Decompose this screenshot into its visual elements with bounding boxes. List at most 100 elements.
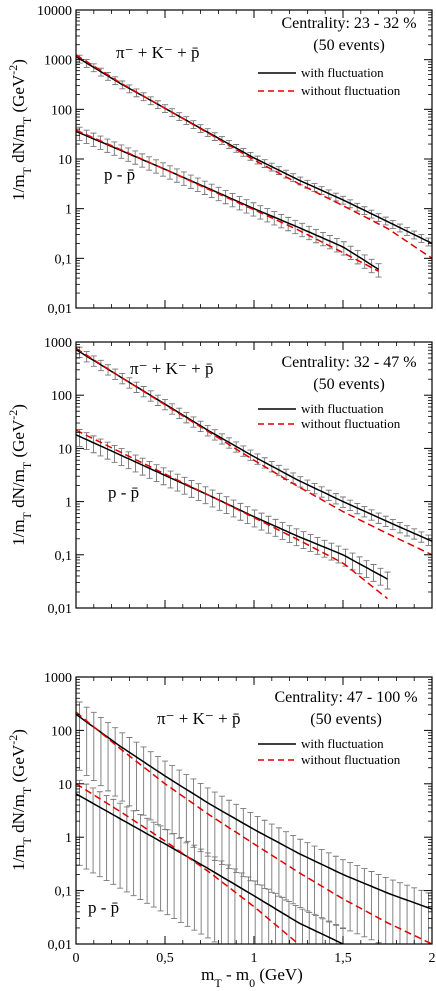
panel-3-legend-without-fluctuation: without fluctuation [301,752,401,767]
errorbar [299,222,306,238]
y-tick-label: 0,1 [55,252,73,267]
panel-2-annotation-line1: Centrality: 32 - 47 % [281,354,416,371]
errorbar [103,795,110,881]
panel-2-legend-without-fluctuation: without fluctuation [301,416,401,431]
panel-3-xlabel: mT - m0 (GeV) [201,965,303,990]
panel-2-series-pion-without-fluctuation [76,347,432,556]
errorbar [97,135,104,150]
y-tick-label: 1000 [44,336,72,351]
panel-2-label-pion: π⁻ + K⁻ + p̄ [130,359,213,378]
errorbar [361,868,368,938]
errorbar [209,489,216,508]
errorbar [325,852,332,922]
errorbar [356,556,363,575]
panel-3-series-pion-without-fluctuation [76,711,432,944]
panel-2-errorbars-proton [76,429,391,590]
panel-3-series-pion-with-fluctuation [76,713,432,910]
panel-1-legend-without-fluctuation: without fluctuation [301,83,401,98]
errorbar [279,522,286,540]
errorbar [162,760,168,830]
errorbar [137,814,144,900]
errorbar [319,231,326,247]
errorbar [411,887,418,944]
errorbar [245,876,252,944]
errorbar [293,528,300,547]
errorbar [326,921,333,944]
errorbar [275,827,282,897]
y-tick-label: 10000 [37,4,72,19]
errorbar [164,829,171,916]
errorbar [311,845,318,915]
errorbar [171,833,178,920]
panel-2-label-proton: p - p̄ [108,483,139,502]
errorbar [146,156,153,171]
y-tick-label: 1 [65,496,72,511]
errorbar [139,153,146,168]
y-tick-label: 10 [58,442,72,457]
errorbar [258,884,265,944]
errorbar [237,502,244,521]
errorbar [238,872,245,944]
errorbar [268,823,275,893]
errorbar [313,228,320,244]
errorbar [278,214,285,229]
errorbar [119,732,126,802]
errorbar [218,795,225,865]
errorbar [285,216,292,232]
errorbar [306,911,313,944]
errorbar [404,884,411,944]
errorbar [184,840,191,927]
panel-2-x-ticks [75,342,433,608]
panel-3-y-ticks: 0,01 0,1 1 10 100 1000 [44,671,432,953]
errorbar [247,812,254,882]
errorbar [250,202,257,217]
panel-1-series-pion-without-fluctuation [76,54,432,259]
errorbar [111,141,118,156]
errorbar [204,852,211,939]
errorbar [307,534,314,552]
errorbar [160,162,167,177]
errorbar [231,868,238,944]
panel-1-series-proton-without-fluctuation [76,129,379,272]
errorbar [97,716,104,787]
errorbar [90,711,97,782]
panel-2-ylabel: 1/mT dN/mT (GeV-2) [6,404,34,546]
y-tick-label: 1 [65,203,72,218]
errorbar [83,706,90,776]
errorbar [258,512,265,531]
x-tick-label: 0 [73,951,80,966]
errorbar [190,778,197,848]
errorbar [370,564,377,582]
x-tick-label: 0,5 [156,951,174,966]
errorbar [130,810,137,897]
errorbar [375,874,382,944]
errorbar [283,831,290,901]
errorbar [292,905,299,944]
errorbar [150,821,157,908]
errorbar [211,791,218,861]
panel-2-y-ticks: 0,01 0,1 1 10 100 1000 [44,336,432,617]
errorbar [272,892,279,944]
x-tick-label: 2 [429,951,436,966]
panel-2-series-proton-with-fluctuation [76,434,388,580]
panel-1-plot [76,54,432,278]
y-tick-label: 10 [58,778,72,793]
panel-3-annotation-line1: Centrality: 47 - 100 % [274,689,417,706]
errorbar [361,254,368,269]
errorbar [195,483,202,501]
errorbar [211,856,218,943]
errorbar [354,865,361,935]
panel-1: Centrality: 23 - 32 % (50 events) with f… [6,4,433,317]
panel-1-annotation-line2: (50 events) [313,37,385,54]
errorbar [132,454,139,473]
panel-1-ylabel: 1/mT dN/mT (GeV-2) [6,59,34,201]
errorbar [243,199,250,214]
errorbar [216,492,223,511]
errorbar [321,539,328,558]
panel-3-errorbars-proton [76,779,346,944]
x-tick-label: 1 [251,951,258,966]
errorbar [198,848,205,935]
errorbar [226,799,233,869]
panel-2-legend-with-fluctuation: with fluctuation [301,401,384,416]
